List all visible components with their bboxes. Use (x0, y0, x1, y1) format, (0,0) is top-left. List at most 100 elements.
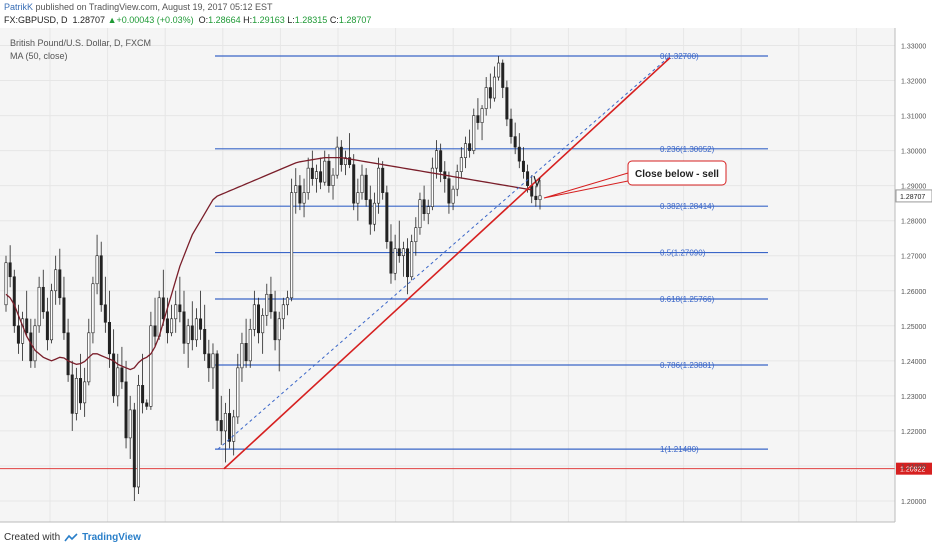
open-value: 1.28664 (208, 15, 241, 25)
price-axis[interactable]: 1.33000 1.32000 1.31000 1.30000 1.29000 1.280… (894, 28, 932, 522)
candle-body (306, 167, 310, 193)
callout-pointer (543, 172, 629, 199)
candle-body (54, 269, 58, 292)
y-tick-label: 1.27000 (901, 254, 926, 261)
candle-body (430, 167, 434, 207)
candle-body (132, 409, 136, 488)
candle-body (182, 311, 186, 344)
candle-body (463, 143, 467, 158)
candle-body (265, 293, 269, 316)
fib-level-label: 0.236(1.30052) (660, 145, 715, 154)
candle-body (343, 157, 347, 165)
candle-body (252, 304, 256, 330)
y-tick-label: 1.30000 (901, 149, 926, 156)
candle-body (526, 171, 530, 186)
candle-body (269, 293, 273, 313)
candle-body (348, 157, 352, 165)
candle-body (45, 311, 49, 341)
candle-body (314, 171, 318, 179)
candle-body (58, 269, 62, 299)
y-tick-label: 1.22000 (901, 429, 926, 436)
candle-body (426, 206, 430, 214)
candle-body (29, 332, 33, 362)
candle-body (257, 304, 261, 334)
candle-body (25, 318, 29, 334)
candle-body (50, 290, 54, 341)
candle-body (285, 297, 289, 306)
candle-body (186, 325, 190, 344)
candle-body (41, 286, 45, 313)
time-axis[interactable]: Dec2017FebMarAprMayJunJulAugSepOctNovDec… (0, 521, 895, 540)
candle-body (319, 171, 323, 183)
candle-body (331, 174, 335, 186)
candle-body (352, 164, 356, 204)
chart-container[interactable]: 0(1.32700) 0.236(1.30052) 0.382(1.28414) 0.… (0, 28, 932, 540)
fib-retracement[interactable]: 0(1.32700) 0.236(1.30052) 0.382(1.28414) 0.… (215, 52, 768, 454)
candle-body (302, 192, 306, 204)
candle-body (468, 143, 472, 151)
candle-body (414, 227, 418, 243)
candle-body (199, 318, 203, 330)
fib-level-label: 0(1.32700) (660, 52, 699, 61)
fib-level-label: 0.382(1.28414) (660, 202, 715, 211)
candle-body (103, 304, 107, 323)
candle-body (37, 286, 41, 327)
plot-background (0, 28, 895, 522)
tradingview-logo-icon (64, 532, 78, 541)
candle-body (501, 62, 505, 88)
candle-body (207, 353, 211, 369)
ma-line (5, 156, 532, 371)
candle-body (128, 409, 132, 439)
candle-body (136, 385, 140, 488)
created-with-text: Created with (4, 532, 61, 543)
fib-level-label: 1(1.21480) (660, 445, 699, 454)
price-chart[interactable]: 0(1.32700) 0.236(1.30052) 0.382(1.28414) 0.… (0, 28, 932, 540)
candle-body (107, 321, 111, 355)
candle-body (12, 276, 16, 327)
candle-body (406, 248, 410, 278)
open-label: O: (198, 15, 209, 25)
candle-body (323, 160, 327, 183)
candle-body (4, 262, 8, 306)
candle-body (228, 413, 232, 442)
candle-body (261, 314, 265, 334)
candle-body (377, 167, 381, 204)
candle-body (397, 248, 401, 257)
candle-body (21, 318, 25, 344)
chart-title: British Pound/U.S. Dollar, D, FXCM (10, 38, 151, 48)
candle-body (170, 318, 174, 334)
candle-body (294, 185, 298, 193)
candle-body (372, 202, 376, 225)
candle-body (124, 381, 128, 439)
publish-text: published on TradingView.com, August 19,… (35, 2, 273, 12)
candle-body (273, 311, 277, 341)
candle-body (360, 174, 364, 193)
publish-info: PatrikK published on TradingView.com, Au… (4, 2, 273, 12)
support-line[interactable]: 1.20922 (0, 462, 932, 475)
tradingview-brand[interactable]: TradingView (82, 532, 141, 543)
candle-body (459, 157, 463, 172)
up-arrow-icon: ▲ (107, 15, 117, 25)
candle-body (368, 199, 372, 225)
candle-body (538, 195, 542, 200)
support-price-label: 1.20922 (900, 467, 925, 474)
candle-body (435, 150, 439, 169)
candle-body (290, 192, 294, 299)
candle-body (33, 325, 37, 362)
candle-body (116, 367, 120, 397)
arrow-down-icon (533, 175, 541, 188)
trend-lines[interactable] (217, 55, 671, 470)
candle-body (223, 413, 227, 432)
footer: Created with TradingView (4, 532, 141, 543)
price-change: +0.00043 (+0.03%) (116, 15, 194, 25)
author-name[interactable]: PatrikK (4, 2, 34, 12)
candle-body (455, 171, 459, 190)
candle-body (447, 178, 451, 204)
current-price-marker (895, 189, 932, 203)
callout-text: Close below - sell (635, 169, 719, 180)
annotation[interactable]: Close below - sell (533, 160, 727, 199)
candle-body (91, 283, 95, 334)
candle-body (157, 297, 161, 337)
candle-body (244, 343, 248, 362)
candle-body (174, 304, 178, 320)
